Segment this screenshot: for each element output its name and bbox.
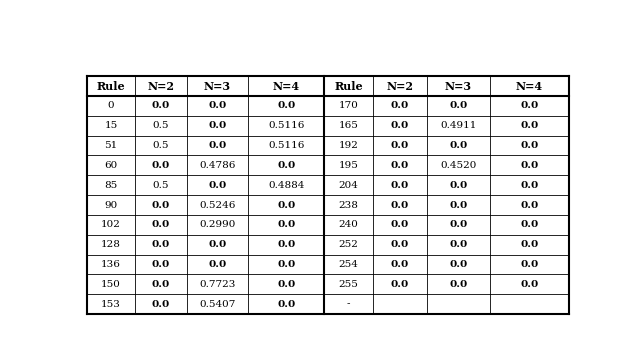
Text: 204: 204: [339, 181, 358, 190]
Text: 0.0: 0.0: [209, 181, 227, 190]
Text: 195: 195: [339, 161, 358, 170]
Text: 0.0: 0.0: [152, 161, 170, 170]
Text: 0.0: 0.0: [390, 141, 409, 150]
Text: N=4: N=4: [273, 81, 300, 92]
Text: 0.0: 0.0: [520, 161, 539, 170]
Text: 85: 85: [104, 181, 118, 190]
Text: 0.0: 0.0: [390, 220, 409, 229]
Text: 0.0: 0.0: [520, 201, 539, 210]
Text: 0.0: 0.0: [277, 280, 295, 289]
Text: 0.0: 0.0: [390, 102, 409, 111]
Text: N=3: N=3: [445, 81, 472, 92]
Text: 0.4911: 0.4911: [440, 121, 477, 130]
Text: 0.0: 0.0: [390, 201, 409, 210]
Text: 0.0: 0.0: [449, 201, 468, 210]
Text: N=3: N=3: [204, 81, 231, 92]
Text: 0.0: 0.0: [449, 280, 468, 289]
Text: 0.4786: 0.4786: [200, 161, 236, 170]
Text: 153: 153: [101, 299, 121, 309]
Text: 0.0: 0.0: [209, 240, 227, 249]
Text: 0.0: 0.0: [209, 121, 227, 130]
Text: 0.0: 0.0: [449, 141, 468, 150]
Text: -: -: [347, 299, 350, 309]
Text: 252: 252: [339, 240, 358, 249]
Text: 192: 192: [339, 141, 358, 150]
Text: 0.0: 0.0: [209, 102, 227, 111]
Text: 0.0: 0.0: [449, 260, 468, 269]
Text: 238: 238: [339, 201, 358, 210]
Text: 0.5407: 0.5407: [200, 299, 236, 309]
Text: 102: 102: [101, 220, 121, 229]
Text: 0.0: 0.0: [277, 260, 295, 269]
Text: 0.0: 0.0: [209, 141, 227, 150]
Text: N=2: N=2: [387, 81, 413, 92]
Text: 90: 90: [104, 201, 118, 210]
Text: 51: 51: [104, 141, 118, 150]
Text: 0.0: 0.0: [449, 220, 468, 229]
Text: N=2: N=2: [147, 81, 174, 92]
Text: 0.0: 0.0: [209, 260, 227, 269]
Text: 0.0: 0.0: [449, 240, 468, 249]
Text: 0.0: 0.0: [277, 299, 295, 309]
Text: 0.0: 0.0: [390, 260, 409, 269]
Text: Rule: Rule: [97, 81, 125, 92]
Text: 0.0: 0.0: [152, 260, 170, 269]
Text: 0.0: 0.0: [277, 102, 295, 111]
Text: 0.0: 0.0: [520, 141, 539, 150]
Text: 0.0: 0.0: [449, 102, 468, 111]
Text: 0.0: 0.0: [152, 299, 170, 309]
Text: 0.0: 0.0: [277, 220, 295, 229]
Text: 170: 170: [339, 102, 358, 111]
Text: 0.0: 0.0: [277, 240, 295, 249]
Text: 0.0: 0.0: [520, 121, 539, 130]
Text: 0.5116: 0.5116: [268, 141, 305, 150]
Text: 0.5246: 0.5246: [200, 201, 236, 210]
Text: 0.0: 0.0: [390, 280, 409, 289]
Text: 0.0: 0.0: [520, 240, 539, 249]
Text: 0.0: 0.0: [520, 260, 539, 269]
Text: 0.0: 0.0: [152, 201, 170, 210]
Text: 0.0: 0.0: [277, 161, 295, 170]
Text: 0.0: 0.0: [449, 181, 468, 190]
Text: 0.7723: 0.7723: [200, 280, 236, 289]
Text: 0.0: 0.0: [152, 240, 170, 249]
Text: 0.0: 0.0: [152, 280, 170, 289]
Text: 150: 150: [101, 280, 121, 289]
Text: 0.0: 0.0: [520, 280, 539, 289]
Text: 0.5: 0.5: [152, 121, 169, 130]
Text: N=4: N=4: [516, 81, 543, 92]
Text: 0.0: 0.0: [390, 161, 409, 170]
Text: Rule: Rule: [334, 81, 363, 92]
Text: 0.2990: 0.2990: [200, 220, 236, 229]
Text: 0: 0: [108, 102, 115, 111]
Text: 0.0: 0.0: [390, 121, 409, 130]
Text: 0.0: 0.0: [277, 201, 295, 210]
Text: 0.0: 0.0: [390, 240, 409, 249]
Text: 0.4520: 0.4520: [440, 161, 477, 170]
Text: 60: 60: [104, 161, 118, 170]
Text: 15: 15: [104, 121, 118, 130]
Text: 0.0: 0.0: [390, 181, 409, 190]
Text: 0.5116: 0.5116: [268, 121, 305, 130]
Text: 0.4884: 0.4884: [268, 181, 305, 190]
Text: 0.0: 0.0: [520, 220, 539, 229]
Text: 0.0: 0.0: [152, 220, 170, 229]
Text: 128: 128: [101, 240, 121, 249]
Text: 0.0: 0.0: [152, 102, 170, 111]
Text: 136: 136: [101, 260, 121, 269]
Text: 240: 240: [339, 220, 358, 229]
Text: 255: 255: [339, 280, 358, 289]
Text: 254: 254: [339, 260, 358, 269]
Text: 0.0: 0.0: [520, 181, 539, 190]
Text: 0.5: 0.5: [152, 181, 169, 190]
Text: 165: 165: [339, 121, 358, 130]
Text: 0.0: 0.0: [520, 102, 539, 111]
Text: 0.5: 0.5: [152, 141, 169, 150]
